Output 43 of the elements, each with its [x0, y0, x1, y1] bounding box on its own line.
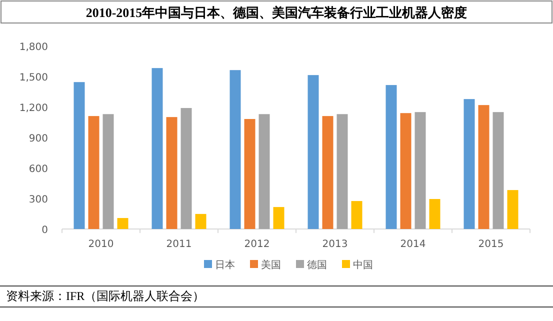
- legend-label: 德国: [307, 260, 327, 271]
- bar: [464, 99, 475, 229]
- bar: [102, 114, 114, 229]
- bar: [244, 118, 256, 229]
- bar: [230, 70, 241, 229]
- bar: [152, 68, 163, 229]
- bar: [351, 201, 362, 229]
- chart-title: 2010-2015年中国与日本、德国、美国汽车装备行业工业机器人密度: [86, 5, 468, 20]
- bar: [336, 114, 348, 229]
- bar: [308, 75, 319, 229]
- bar: [507, 190, 518, 229]
- x-tick-label: 2015: [478, 239, 504, 250]
- bar: [195, 214, 206, 229]
- bar: [400, 113, 412, 229]
- y-tick-label: 1,800: [19, 42, 48, 53]
- y-tick-label: 0: [42, 225, 48, 236]
- bar: [74, 82, 85, 229]
- y-tick-label: 900: [28, 134, 48, 144]
- bar: [386, 85, 397, 229]
- bar: [414, 112, 426, 229]
- y-tick-label: 300: [28, 194, 48, 206]
- text: 资料来源：IFR（国际机器人联合会）: [6, 289, 205, 303]
- x-tick-label: 2011: [166, 239, 192, 250]
- x-tick-label: 2012: [244, 239, 270, 250]
- legend-label: 日本: [215, 259, 235, 271]
- bar: [166, 117, 178, 229]
- legend-label: 美国: [261, 259, 281, 271]
- bar: [429, 199, 440, 229]
- legend-label: 中国: [353, 259, 373, 271]
- y-tick-label: 600: [28, 164, 48, 175]
- bar: [322, 116, 334, 229]
- bar: [180, 108, 192, 229]
- bar: [258, 114, 270, 229]
- bar: [88, 116, 100, 229]
- x-tick-label: 2014: [400, 239, 426, 250]
- bar: [273, 207, 284, 229]
- bar: [117, 218, 128, 229]
- bar: [478, 105, 490, 229]
- y-tick-label: 1,500: [19, 72, 48, 84]
- y-tick-label: 1,200: [19, 103, 48, 114]
- bar: [492, 112, 504, 229]
- x-tick-label: 2013: [322, 239, 348, 250]
- x-tick-label: 2010: [88, 239, 114, 250]
